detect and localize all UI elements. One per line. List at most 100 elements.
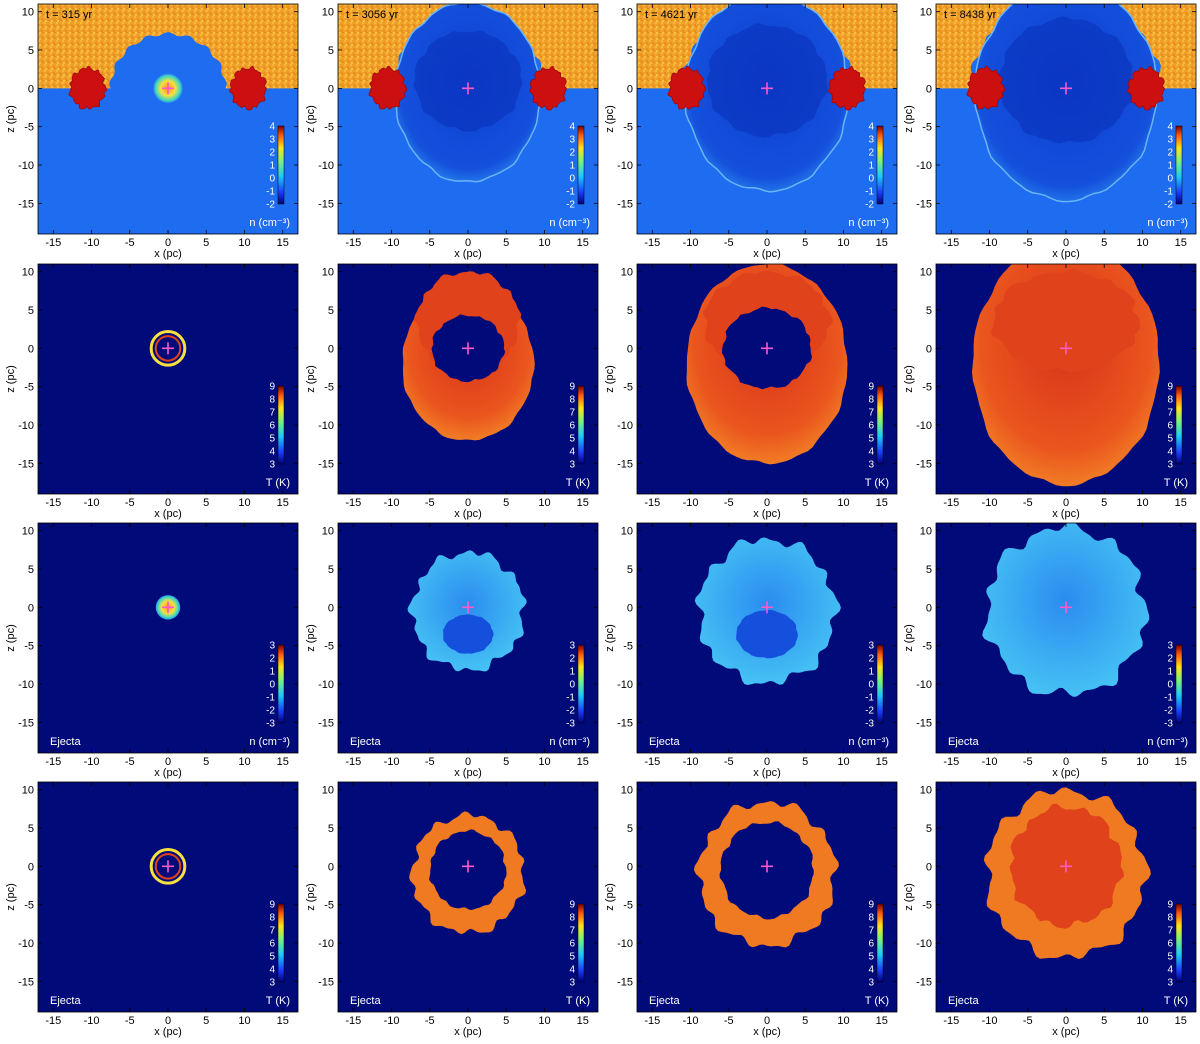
z-tick-label: -10 xyxy=(318,938,334,950)
temperature-map xyxy=(936,782,1196,1012)
colorbar xyxy=(1175,903,1183,983)
z-tick-label: -5 xyxy=(623,122,633,134)
x-tick-label: 15 xyxy=(277,1015,289,1027)
colorbar xyxy=(876,125,884,205)
colorbar-unit-label: T (K) xyxy=(865,995,889,1007)
x-axis-label: x (pc) xyxy=(753,1026,781,1038)
colorbar-tick-label: 5 xyxy=(868,952,874,963)
x-tick-label: -15 xyxy=(345,756,361,768)
colorbar-tick-label: 0 xyxy=(868,174,874,185)
colorbar-unit-label: n (cm⁻³) xyxy=(848,736,889,748)
hot-cap xyxy=(990,268,1140,373)
dense-clump-left xyxy=(368,65,408,110)
panel-r4-c1: 9 8 7 6 5 4 3 T (K) Ejecta -15 -10 -5 0 5 10 15 10 5 0 -5 -1… xyxy=(5,781,299,1038)
colorbar-tick-label: 2 xyxy=(269,148,275,159)
z-tick-label: -5 xyxy=(24,122,34,134)
x-tick-label: -10 xyxy=(84,237,100,249)
colorbar-unit-label: n (cm⁻³) xyxy=(1147,217,1188,229)
temperature-map xyxy=(936,264,1196,494)
x-tick-label: 15 xyxy=(876,756,888,768)
colorbar-tick-label: 3 xyxy=(269,460,275,471)
z-tick-label: 5 xyxy=(328,305,334,317)
z-tick-label: 0 xyxy=(926,602,932,614)
z-axis-label: z (pc) xyxy=(305,365,317,393)
colorbar-unit-label: n (cm⁻³) xyxy=(249,736,290,748)
colorbar-tick-label: 1 xyxy=(868,667,874,678)
z-tick-label: 0 xyxy=(328,602,334,614)
colorbar xyxy=(1175,644,1183,724)
colorbar-tick-label: 8 xyxy=(1167,913,1173,924)
colorbar-tick-label: 6 xyxy=(569,939,575,950)
colorbar-tick-label: 8 xyxy=(569,395,575,406)
x-tick-label: 15 xyxy=(577,237,589,249)
colorbar-tick-label: -2 xyxy=(865,200,874,211)
colorbar-tick-label: 5 xyxy=(868,434,874,445)
temperature-map xyxy=(637,264,897,494)
temperature-map xyxy=(338,782,598,1012)
x-tick-label: 10 xyxy=(1136,756,1148,768)
colorbar-tick-label: -2 xyxy=(566,706,575,717)
colorbar-tick-label: 5 xyxy=(1167,434,1173,445)
z-axis-label: z (pc) xyxy=(305,883,317,911)
colorbar-unit-label: T (K) xyxy=(566,995,590,1007)
z-axis-label: z (pc) xyxy=(903,624,915,652)
z-tick-label: 0 xyxy=(328,343,334,355)
x-tick-label: 15 xyxy=(1175,497,1187,509)
x-tick-label: 0 xyxy=(165,497,171,509)
x-tick-label: -10 xyxy=(982,237,998,249)
x-tick-label: 5 xyxy=(203,756,209,768)
colorbar-tick-label: -1 xyxy=(865,693,874,704)
dense-clump-left xyxy=(966,65,1006,110)
colorbar-tick-label: 4 xyxy=(569,447,575,458)
x-tick-label: 15 xyxy=(876,497,888,509)
dense-clump-right xyxy=(1127,65,1165,111)
colorbar-tick-label: 2 xyxy=(569,148,575,159)
colorbar-tick-label: 7 xyxy=(269,926,275,937)
panel-r4-c4: 9 8 7 6 5 4 3 T (K) Ejecta -15 -10 -5 0 5 10 15 10 5 0 -5 -1… xyxy=(903,781,1197,1038)
x-axis-label: x (pc) xyxy=(454,508,482,520)
x-tick-label: 5 xyxy=(203,497,209,509)
colorbar xyxy=(876,644,884,724)
colorbar-tick-label: 9 xyxy=(569,382,575,393)
z-tick-label: 10 xyxy=(621,526,633,538)
explosion-center-marker xyxy=(1060,82,1072,95)
x-tick-label: 15 xyxy=(277,237,289,249)
z-axis-label: z (pc) xyxy=(305,624,317,652)
colorbar-tick-label: 3 xyxy=(569,135,575,146)
colorbar-tick-label: -1 xyxy=(865,187,874,198)
z-tick-label: -10 xyxy=(617,938,633,950)
colorbar-tick-label: 7 xyxy=(1167,408,1173,419)
temperature-map xyxy=(38,782,298,1012)
z-tick-label: -15 xyxy=(18,717,34,729)
dense-clump-left xyxy=(667,65,707,110)
colorbar-tick-label: 9 xyxy=(868,382,874,393)
z-tick-label: -15 xyxy=(617,976,633,988)
x-tick-label: -15 xyxy=(45,497,61,509)
z-tick-label: -10 xyxy=(18,420,34,432)
ejecta-density-map xyxy=(936,523,1196,753)
colorbar-tick-label: 4 xyxy=(569,122,575,133)
panel-r2-c1: 9 8 7 6 5 4 3 T (K) -15 -10 -5 0 5 10 15 10 5 0 -5 -10 -15 x … xyxy=(5,263,299,520)
colorbar-tick-label: 3 xyxy=(1167,135,1173,146)
ejecta-label: Ejecta xyxy=(50,995,81,1007)
colorbar-tick-label: 6 xyxy=(269,939,275,950)
colorbar-tick-label: 3 xyxy=(1167,460,1173,471)
colorbar-tick-label: -2 xyxy=(865,706,874,717)
x-tick-label: -15 xyxy=(943,756,959,768)
x-tick-label: 10 xyxy=(837,756,849,768)
colorbar-tick-label: 7 xyxy=(868,926,874,937)
x-tick-label: 0 xyxy=(465,1015,471,1027)
z-tick-label: -10 xyxy=(617,160,633,172)
z-tick-label: 10 xyxy=(22,785,34,797)
x-tick-label: 10 xyxy=(538,237,550,249)
z-tick-label: 5 xyxy=(627,305,633,317)
z-tick-label: 0 xyxy=(627,861,633,873)
z-tick-label: 10 xyxy=(22,7,34,19)
colorbar xyxy=(277,903,285,983)
colorbar-tick-label: 4 xyxy=(569,965,575,976)
colorbar-tick-label: -2 xyxy=(1164,200,1173,211)
z-tick-label: 10 xyxy=(322,267,334,279)
colorbar-tick-label: 6 xyxy=(868,421,874,432)
